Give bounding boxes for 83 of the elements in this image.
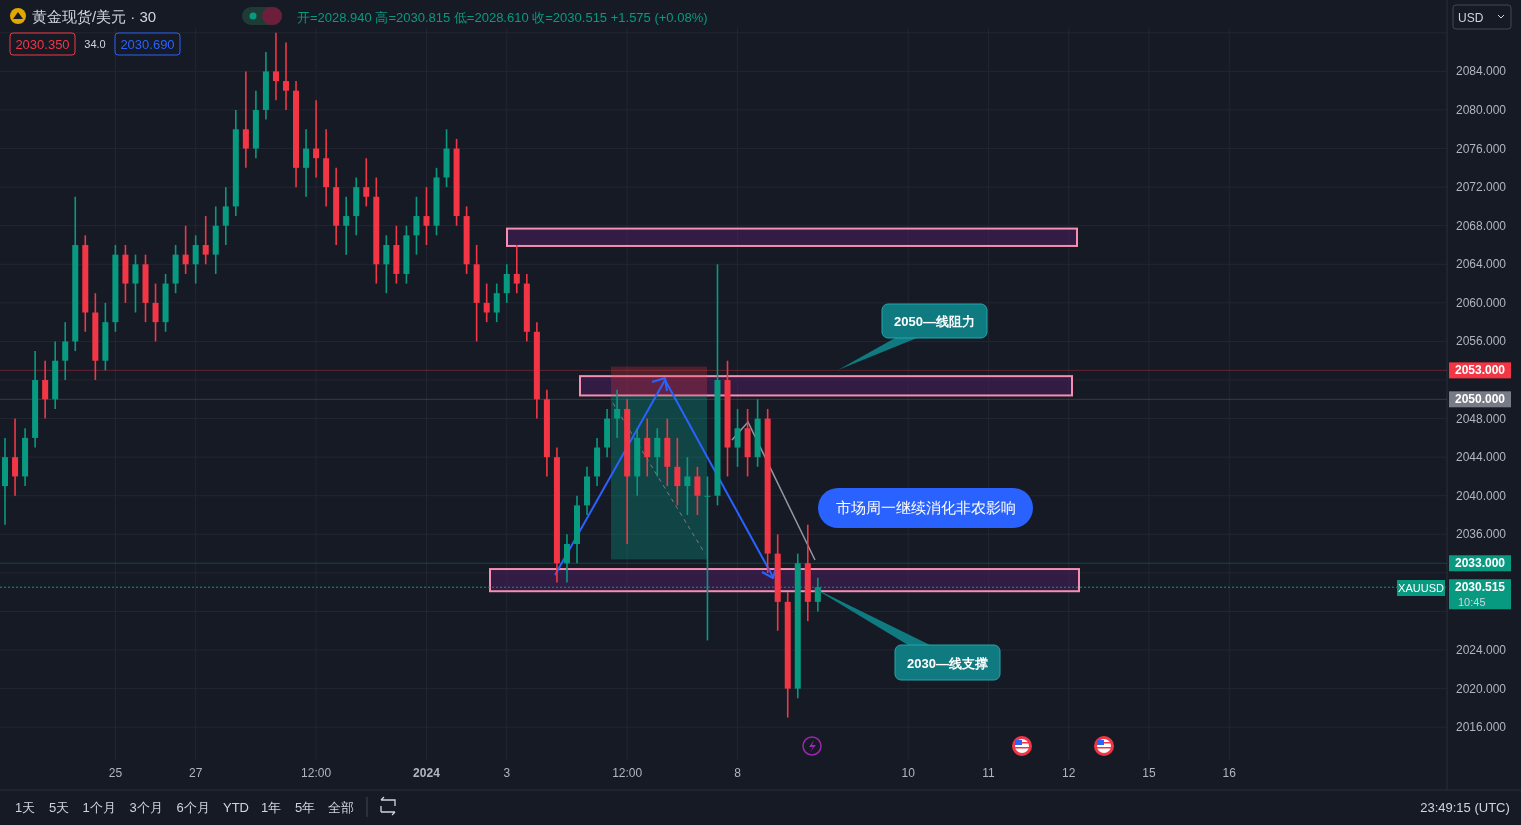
- x-tick-label: 15: [1142, 766, 1156, 780]
- annotation: 市场周一继续消化非农影响: [835, 499, 1016, 516]
- text: 1个月: [82, 800, 116, 815]
- chart-title: 黄金现货/美元 · 30: [32, 8, 157, 25]
- x-tick-label: 8: [734, 766, 742, 780]
- y-tick-label: 2084.000: [1455, 64, 1507, 79]
- candlestick: [383, 234, 390, 295]
- candlestick: [413, 195, 420, 256]
- annotation: 2030—线支撑: [907, 655, 988, 671]
- candlestick: [423, 186, 430, 246]
- candlestick: [62, 321, 69, 381]
- text: 5年: [294, 800, 316, 815]
- y-tick-label: 2016.000: [1455, 720, 1507, 735]
- ref-line-label: 2030.515: [1454, 580, 1506, 595]
- candlestick: [503, 263, 510, 304]
- y-tick-label: 2056.000: [1455, 334, 1507, 349]
- y-tick-label: 2036.000: [1455, 527, 1507, 542]
- x-tick-label: 11: [982, 766, 995, 780]
- text: 1天: [14, 800, 36, 815]
- candlestick: [272, 32, 279, 102]
- text: 6个月: [176, 800, 210, 815]
- y-tick-label: 2040.000: [1455, 488, 1507, 503]
- text: 全部: [328, 800, 354, 815]
- text: 5天: [48, 800, 70, 815]
- candlestick: [313, 99, 320, 179]
- candlestick: [42, 359, 49, 420]
- ref-line-label: 2053.000: [1454, 363, 1506, 378]
- candlestick: [12, 417, 19, 497]
- candlestick: [513, 244, 520, 295]
- candlestick: [483, 282, 490, 323]
- candlestick: [222, 186, 229, 246]
- candlestick: [152, 282, 159, 343]
- x-tick-label: 12:00: [301, 766, 332, 780]
- candlestick: [343, 195, 350, 256]
- candlestick: [734, 408, 741, 468]
- ref-line-label: 2050.000: [1454, 392, 1506, 407]
- y-tick-label: 2048.000: [1455, 411, 1507, 426]
- candlestick: [132, 253, 139, 314]
- candlestick: [242, 70, 249, 169]
- x-tick-label: 10: [901, 766, 916, 780]
- x-tick-label: 2024: [413, 766, 441, 780]
- y-tick-label: 2080.000: [1455, 102, 1507, 117]
- y-tick-label: 2076.000: [1455, 141, 1507, 156]
- y-tick-label: 2064.000: [1455, 257, 1507, 272]
- y-tick-label: 2068.000: [1455, 218, 1507, 233]
- annotation: XAUUSD: [1398, 582, 1444, 594]
- y-tick-label: 2044.000: [1455, 450, 1507, 465]
- candlestick: [644, 417, 651, 478]
- x-tick-label: 12: [1062, 766, 1076, 780]
- candlestick: [303, 128, 310, 198]
- candlestick: [674, 437, 681, 507]
- x-tick-label: 27: [189, 766, 203, 780]
- text: 1年: [260, 800, 282, 815]
- x-tick-label: 16: [1222, 766, 1237, 780]
- candlestick: [654, 427, 661, 478]
- x-tick-label: 12:00: [612, 766, 643, 780]
- candlestick: [694, 466, 701, 516]
- text: 23:49:15 (UTC): [1420, 800, 1510, 815]
- text: 3个月: [129, 800, 163, 815]
- candlestick: [614, 388, 621, 439]
- candlestick: [563, 533, 570, 584]
- candlestick: [684, 456, 691, 516]
- text: YTD: [223, 800, 249, 815]
- annotation: 2030.350: [15, 37, 70, 52]
- y-tick-label: 2020.000: [1455, 681, 1507, 696]
- text: 10:45: [1458, 596, 1486, 608]
- candlestick: [493, 282, 500, 323]
- y-tick-label: 2024.000: [1455, 643, 1507, 658]
- ref-line-label: 2033.000: [1454, 556, 1506, 571]
- candlestick: [282, 41, 289, 111]
- y-tick-label: 2060.000: [1455, 295, 1507, 310]
- annotation: 34.0: [84, 38, 106, 50]
- chart-subtitle: 开=2028.940 高=2030.815 低=2028.610 收=2030.515 +1.575 (+0.08%): [297, 10, 708, 25]
- candlestick: [182, 224, 189, 275]
- candlestick: [192, 234, 199, 285]
- x-tick-label: 3: [503, 766, 511, 780]
- annotation: 2050—线阻力: [894, 314, 975, 329]
- x-tick-label: 25: [108, 766, 123, 780]
- annotation: 2030.690: [120, 37, 175, 52]
- candlestick: [202, 215, 209, 266]
- y-tick-label: 2072.000: [1455, 180, 1507, 195]
- candlestick: [363, 157, 370, 208]
- text: USD: [1458, 11, 1484, 25]
